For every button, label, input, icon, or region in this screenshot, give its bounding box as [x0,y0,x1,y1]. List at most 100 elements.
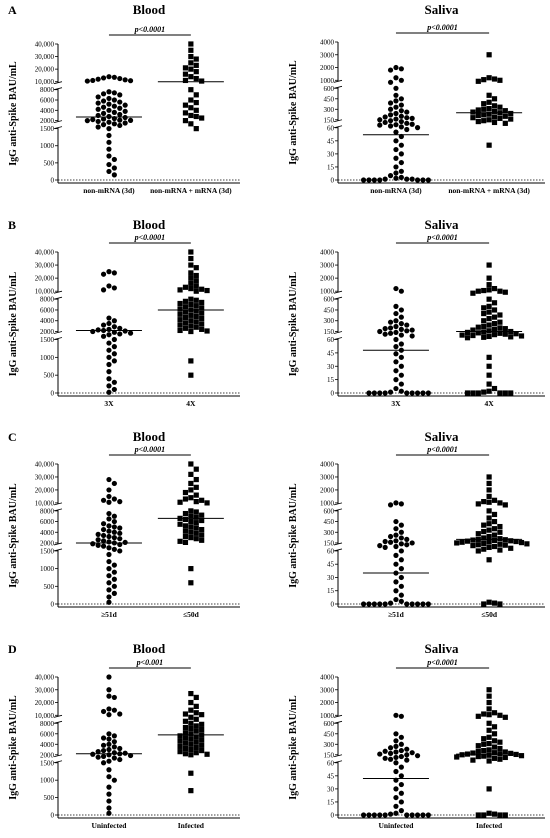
data-point [193,308,199,314]
data-point [182,730,189,736]
data-point [486,117,492,123]
data-point [106,499,112,505]
data-point [188,746,194,753]
data-point [193,514,199,520]
y-tick-label: 1000 [40,565,55,573]
data-point [193,99,199,106]
x-category-label: non-mRNA + mRNA (3d) [448,186,530,195]
data-point [475,390,481,396]
data-point [106,347,112,353]
data-point [188,788,194,794]
data-point [377,812,383,818]
y-tick-label: 0 [51,812,55,820]
data-point [393,285,399,292]
data-point [106,476,112,483]
data-point [111,103,117,109]
data-point [491,385,498,392]
data-point [475,107,481,113]
data-point [106,315,112,321]
data-point [106,533,112,540]
data-point [486,111,492,117]
y-tick-label: 500 [44,583,55,591]
y-tick-label: 0 [331,390,335,398]
data-point [204,287,210,294]
data-point [182,724,189,731]
data-point [486,315,492,322]
data-point [486,309,492,315]
data-point [475,753,481,760]
data-point [502,749,508,755]
x-category-label: 3X [391,399,401,408]
x-category-label: ≥51d [101,610,118,619]
x-category-label: Uninfected [91,821,127,830]
p-value: p<0.0001 [426,23,458,32]
data-point [193,75,199,82]
data-point [188,480,194,487]
data-point [84,118,90,124]
data-point [393,760,399,766]
data-point [481,736,487,742]
data-point [382,390,388,396]
data-point [106,119,112,125]
data-point [193,734,199,740]
data-point [491,103,498,109]
data-point [393,351,399,357]
chart-title: Blood [133,2,166,17]
data-point [481,310,487,317]
data-point [182,110,189,116]
data-point [193,126,199,132]
y-tick-label: 150 [324,539,335,547]
data-point [486,527,492,533]
data-point [481,334,487,340]
data-point [106,791,112,797]
data-point [106,487,112,493]
data-point [95,106,101,112]
data-point [491,738,498,744]
chart-title: Blood [133,429,166,444]
data-point [377,328,383,335]
data-point [491,600,498,606]
data-point [95,531,101,537]
y-tick-label: 2000 [40,539,55,547]
data-point [100,742,107,748]
data-point [188,461,194,467]
data-point [199,526,205,533]
data-point [393,768,399,775]
p-value: p<0.0001 [426,658,458,667]
data-point [199,321,205,327]
data-point [481,535,487,541]
data-point [188,312,194,318]
data-point [393,500,399,506]
data-point [393,122,399,128]
data-point [199,532,205,538]
data-point [95,76,101,82]
data-point [470,757,476,763]
data-point [193,283,199,289]
data-point [193,92,199,98]
data-point [398,501,404,507]
data-point [182,325,189,331]
data-point [177,322,183,328]
x-category-label: Infected [178,821,205,830]
data-point [393,104,399,110]
data-point [100,521,107,527]
data-point [404,115,410,121]
data-point [398,734,404,740]
data-point [360,177,367,183]
data-point [106,746,112,753]
y-tick-label: 1500 [40,125,55,133]
data-point [398,781,404,788]
y-tick-label: 40,000 [35,674,55,682]
data-point [111,569,117,575]
y-tick-label: 4000 [320,461,335,469]
y-axis-label: IgG anti-Spike BAU/mL [8,483,19,588]
data-point [182,740,189,746]
data-point [188,296,194,302]
data-point [193,710,199,716]
data-point [382,601,388,607]
data-point [393,170,399,176]
data-point [188,731,194,737]
data-point [486,740,492,747]
data-point [111,583,117,589]
